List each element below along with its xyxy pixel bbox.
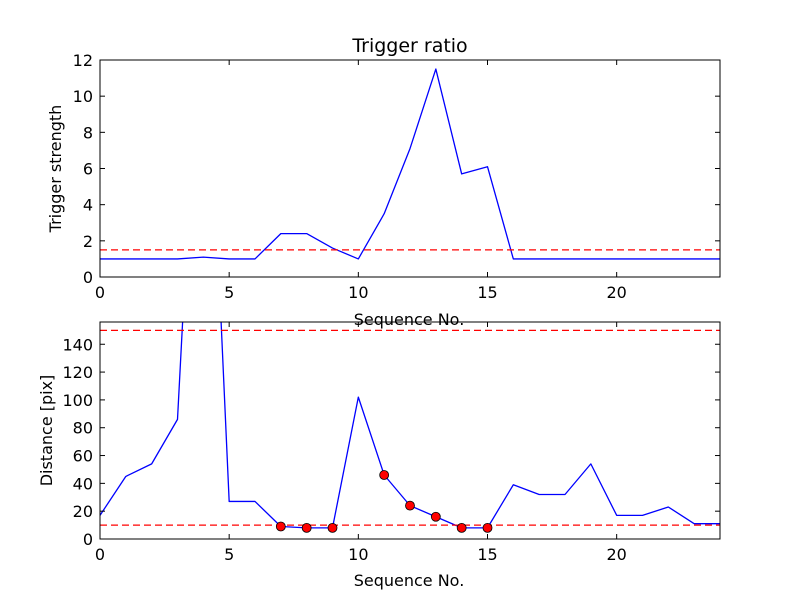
chart-1-marker-point-6 [456,522,467,533]
chart-1-y-tick-label-2: 40 [73,474,93,493]
chart-0-x-tick-label-4: 20 [606,283,626,302]
chart-1-x-tick-label-1: 5 [224,545,234,564]
chart-1-y-tick-label-6: 120 [62,363,93,382]
chart-1-marker-point-5 [430,511,441,522]
chart-0-y-tick-label-0: 0 [83,268,93,287]
chart-0-series-line-0 [100,68,720,260]
chart-0-axes-frame [99,59,721,278]
chart-0-title: Trigger ratio [351,35,467,57]
chart-0-y-tick-label-4: 8 [83,123,93,142]
chart-1-axes-frame [99,321,721,540]
chart-1-x-tick-label-2: 10 [348,545,368,564]
trigger-ratio-panel: 0 5 10 15 20 0 2 4 6 8 10 12 Sequence No. Trigger str… [46,35,721,329]
chart-1-y-tick-label-4: 80 [73,419,93,438]
chart-0-y-tick-label-2: 4 [83,196,93,215]
chart-1-series-line-0 [100,322,720,529]
chart-1-y-tick-label-1: 20 [73,502,93,521]
chart-1-x-tick-label-3: 15 [477,545,497,564]
chart-0-x-axis-label: Sequence No. [354,310,465,329]
chart-0-y-tick-label-1: 2 [83,232,93,251]
chart-1-y-tick-label-5: 100 [62,391,93,410]
chart-1-y-tick-label-3: 60 [73,447,93,466]
chart-0-plot-area [100,68,720,260]
chart-1-marker-point-3 [379,470,390,480]
chart-0-x-tick-label-3: 15 [477,283,497,302]
chart-0-x-tick-label-1: 5 [224,283,234,302]
distance-panel: 0 5 10 15 20 0 20 40 60 80 100 120 140 Sequence No. Di… [37,321,721,590]
chart-1-x-tick-label-0: 0 [95,545,105,564]
chart-0-y-tick-label-5: 10 [73,87,93,106]
chart-0-x-tick-label-0: 0 [95,283,105,302]
chart-1-marker-point-0 [275,521,286,532]
chart-1-x-axis-label: Sequence No. [354,571,465,590]
chart-0-y-tick-label-6: 12 [73,51,93,70]
chart-1-y-axis-label: Distance [pix] [37,375,56,487]
chart-1-marker-point-1 [301,522,312,533]
chart-1-y-tick-label-7: 140 [62,335,93,354]
chart-1-marker-point-2 [327,522,338,533]
chart-1-marker-point-7 [482,522,493,533]
chart-1-x-tick-label-4: 20 [606,545,626,564]
chart-0-x-tick-label-2: 10 [348,283,368,302]
chart-0-y-tick-label-3: 6 [83,160,93,179]
chart-0-y-axis-label: Trigger strength [46,105,65,234]
chart-1-plot-area [100,322,720,533]
chart-1-y-tick-label-0: 0 [83,530,93,549]
chart-1-marker-point-4 [405,500,415,511]
